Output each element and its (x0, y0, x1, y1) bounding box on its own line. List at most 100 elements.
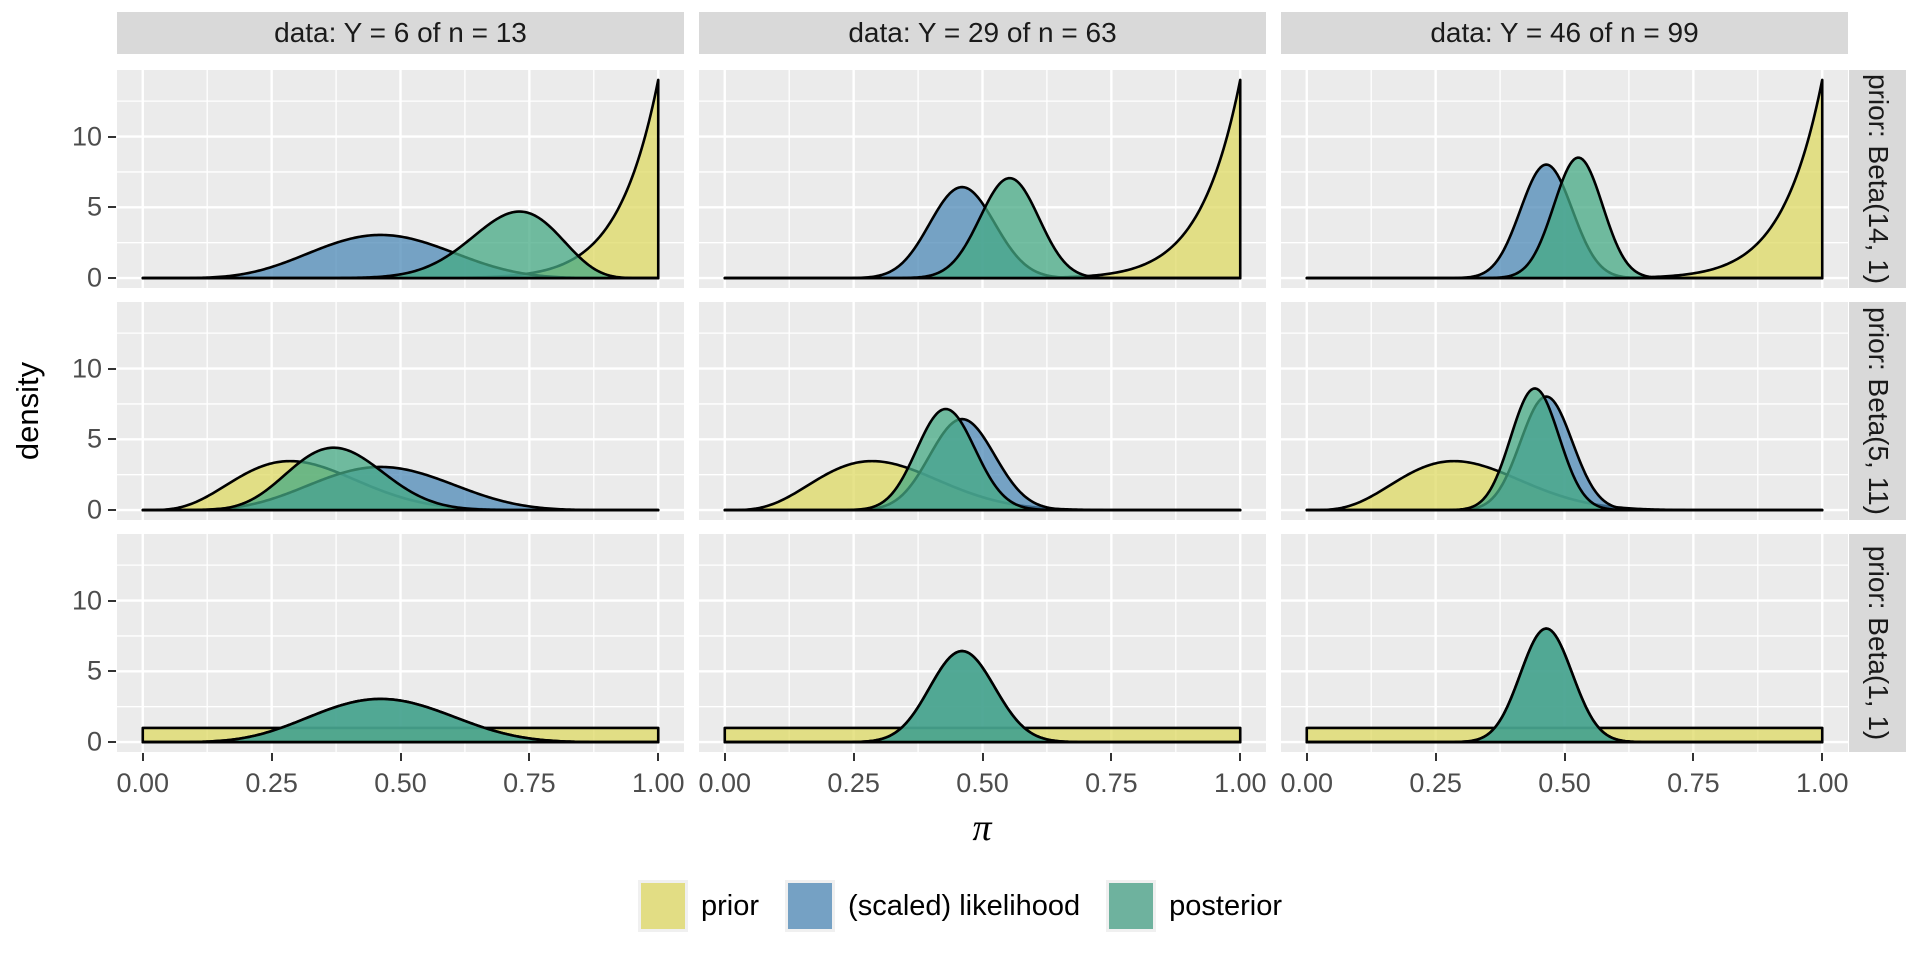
facet-col-strip-1: data: Y = 6 of n = 13 (117, 12, 684, 54)
x-tick-label: 0.25 (245, 768, 298, 798)
x-tick-label: 0.25 (827, 768, 880, 798)
y-tick-label: 5 (86, 655, 102, 686)
facet-plot-area (699, 302, 1266, 520)
facet-plot-area (1281, 70, 1848, 288)
facet-plot-area (699, 534, 1266, 752)
legend-item-prior: prior (638, 880, 759, 932)
x-tick-label: 0.50 (374, 768, 427, 798)
y-tick-mark (108, 599, 116, 602)
facet-row-strip-3: prior: Beta(1, 1) (1849, 534, 1906, 752)
x-axis-title: π (972, 807, 992, 849)
x-tick-mark (399, 753, 402, 761)
density-curve-posterior (1305, 387, 1824, 512)
facet-plot-area (1281, 302, 1848, 520)
legend-label-posterior: posterior (1169, 889, 1282, 922)
y-tick-mark (108, 367, 116, 370)
density-curve-posterior (1305, 156, 1824, 280)
facet-panel-r1c3 (1281, 70, 1848, 288)
density-curve-posterior (1305, 627, 1824, 744)
legend-item-posterior: posterior (1106, 880, 1282, 932)
facet-col-strip-3: data: Y = 46 of n = 99 (1281, 12, 1848, 54)
y-tick-mark (108, 277, 116, 280)
y-tick-label: 0 (86, 726, 102, 757)
y-tick-label: 5 (86, 423, 102, 454)
y-tick-label: 0 (86, 494, 102, 525)
x-tick-mark (1563, 753, 1566, 761)
x-tick-label: 0.50 (1538, 768, 1591, 798)
x-tick-mark (1110, 753, 1113, 761)
facet-plot-area (117, 70, 684, 288)
y-tick-label: 0 (86, 262, 102, 293)
y-tick-label: 10 (71, 585, 102, 616)
facet-panel-r3c2 (699, 534, 1266, 752)
facet-plot-area (1281, 534, 1848, 752)
x-tick-label: 1.00 (1213, 768, 1267, 798)
x-tick-mark (528, 753, 531, 761)
legend-key-posterior (1106, 880, 1157, 932)
facet-col-label-1: data: Y = 6 of n = 13 (274, 17, 527, 48)
x-tick-mark (1692, 753, 1695, 761)
facet-col-label-2: data: Y = 29 of n = 63 (848, 17, 1117, 48)
legend-label-likelihood: (scaled) likelihood (848, 889, 1081, 922)
x-tick-label: 1.00 (1795, 768, 1849, 798)
y-tick-label: 10 (71, 121, 102, 152)
y-tick-label: 5 (86, 191, 102, 222)
x-tick-mark (1305, 753, 1308, 761)
x-tick-mark (723, 753, 726, 761)
facet-panel-r3c1 (117, 534, 684, 752)
legend-key-likelihood (785, 880, 836, 932)
x-tick-label: 0.75 (1085, 768, 1138, 798)
facet-panel-r2c2 (699, 302, 1266, 520)
facet-panel-r2c3 (1281, 302, 1848, 520)
x-tick-label: 0.75 (503, 768, 556, 798)
legend-label-prior: prior (701, 889, 760, 922)
facet-row-strip-1: prior: Beta(14, 1) (1849, 70, 1906, 288)
y-tick-label: 10 (71, 353, 102, 384)
x-tick-label: 0.00 (698, 768, 752, 798)
facet-panel-r1c1 (117, 70, 684, 288)
facet-row-label-1: prior: Beta(14, 1) (1862, 73, 1894, 285)
facet-col-strip-2: data: Y = 29 of n = 63 (699, 12, 1266, 54)
facet-plot-area (699, 70, 1266, 288)
prior-swatch-icon (641, 883, 686, 929)
density-curve-posterior (141, 697, 660, 744)
density-curve-posterior (723, 176, 1242, 280)
y-tick-mark (108, 741, 116, 744)
x-tick-label: 0.75 (1667, 768, 1720, 798)
legend: prior (scaled) likelihood posterior (0, 876, 1920, 936)
facet-panel-r1c2 (699, 70, 1266, 288)
posterior-swatch-icon (1109, 883, 1154, 929)
x-tick-label: 0.00 (1280, 768, 1334, 798)
x-tick-label: 0.25 (1409, 768, 1462, 798)
x-tick-mark (270, 753, 273, 761)
x-tick-label: 1.00 (631, 768, 685, 798)
facet-row-label-3: prior: Beta(1, 1) (1862, 545, 1894, 741)
y-tick-mark (108, 135, 116, 138)
likelihood-swatch-icon (788, 883, 833, 929)
legend-key-prior (638, 880, 689, 932)
x-tick-mark (1821, 753, 1824, 761)
y-tick-mark (108, 509, 116, 512)
x-tick-mark (141, 753, 144, 761)
density-curve-posterior (723, 407, 1242, 512)
y-tick-mark (108, 206, 116, 209)
facet-col-label-3: data: Y = 46 of n = 99 (1430, 17, 1699, 48)
x-tick-label: 0.00 (116, 768, 170, 798)
facet-plot-area (117, 534, 684, 752)
facet-plot-area (117, 302, 684, 520)
x-tick-mark (657, 753, 660, 761)
facet-panel-r2c1 (117, 302, 684, 520)
x-tick-mark (1239, 753, 1242, 761)
y-tick-mark (108, 438, 116, 441)
facet-row-label-2: prior: Beta(5, 11) (1862, 306, 1894, 516)
x-tick-mark (981, 753, 984, 761)
x-tick-mark (1434, 753, 1437, 761)
y-tick-mark (108, 670, 116, 673)
x-tick-mark (852, 753, 855, 761)
legend-item-likelihood: (scaled) likelihood (785, 880, 1080, 932)
density-curve-posterior (723, 649, 1242, 744)
facet-panel-r3c3 (1281, 534, 1848, 752)
density-curve-posterior (141, 210, 660, 280)
density-curve-posterior (141, 446, 660, 512)
